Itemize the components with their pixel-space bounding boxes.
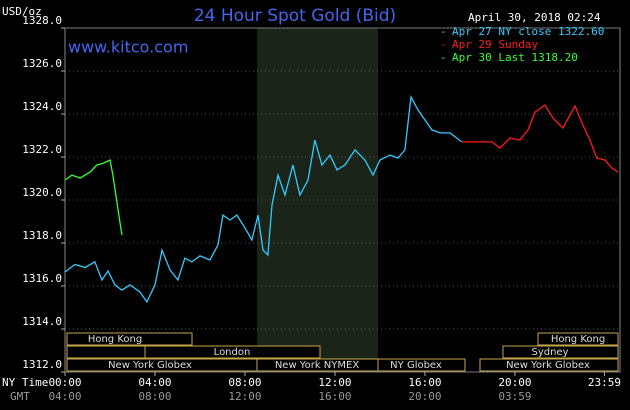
- legend-entry: Apr 27 NY close 1322.60: [452, 25, 604, 38]
- session-label: NY Globex: [390, 360, 442, 371]
- y-tick-label: 1324.0: [22, 100, 62, 113]
- session-label: Hong Kong: [551, 334, 605, 345]
- y-tick-label: 1312.0: [22, 358, 62, 371]
- watermark: www.kitco.com: [68, 38, 188, 57]
- session-box: [144, 345, 321, 359]
- session-box: [479, 358, 619, 372]
- y-tick-label: 1328.0: [22, 14, 62, 27]
- legend-dash: -: [440, 25, 447, 38]
- session-box: [377, 358, 466, 372]
- legend-dash: -: [440, 51, 447, 64]
- price-line: [461, 104, 619, 173]
- sessions: Hong Kong London New York Globex New Yor…: [66, 332, 619, 372]
- x-tick-label: 04:00: [138, 376, 171, 389]
- session-label: New York NYMEX: [275, 360, 360, 371]
- timestamp: April 30, 2018 02:24: [468, 11, 601, 24]
- session-label: Hong Kong: [88, 334, 142, 345]
- legend-entry: Apr 30 Last 1318.20: [452, 51, 578, 64]
- y-tick-label: 1326.0: [22, 57, 62, 70]
- session-label: New York Globex: [506, 360, 590, 371]
- x-tick-label: 23:59: [588, 376, 621, 389]
- x-tick-label: 08:00: [228, 376, 261, 389]
- legend-dash: -: [440, 38, 447, 51]
- y-tick-label: 1322.0: [22, 143, 62, 156]
- y-tick-label: 1318.0: [22, 229, 62, 242]
- x-tick-label: 00:00: [48, 376, 81, 389]
- gmt-tick-label: 03:59: [498, 390, 531, 403]
- session-label: New York Globex: [108, 360, 192, 371]
- y-axis-label: USD/oz: [2, 5, 42, 18]
- session-label: Sydney: [531, 347, 568, 358]
- session-box: [537, 332, 619, 346]
- chart-title: 24 Hour Spot Gold (Bid): [194, 6, 396, 26]
- session-label: London: [214, 347, 251, 358]
- y-tick-label: 1316.0: [22, 272, 62, 285]
- x-tick-label: 16:00: [408, 376, 441, 389]
- y-tick-label: 1320.0: [22, 186, 62, 199]
- row-label: NY Time: [2, 376, 48, 389]
- gmt-tick-label: 20:00: [408, 390, 441, 403]
- x-tick-label: 20:00: [498, 376, 531, 389]
- gmt-tick-label: 16:00: [318, 390, 351, 403]
- legend-entry: Apr 29 Sunday: [452, 38, 538, 51]
- gmt-tick-label: 04:00: [48, 390, 81, 403]
- row-label: GMT: [10, 390, 30, 403]
- price-line: [64, 94, 463, 304]
- price-line: [64, 159, 123, 236]
- x-tick-label: 12:00: [318, 376, 351, 389]
- session-box: [66, 345, 146, 359]
- session-box: [502, 345, 619, 359]
- gmt-tick-label: 12:00: [228, 390, 261, 403]
- gmt-tick-label: 08:00: [138, 390, 171, 403]
- session-box: [66, 332, 193, 346]
- y-tick-label: 1314.0: [22, 315, 62, 328]
